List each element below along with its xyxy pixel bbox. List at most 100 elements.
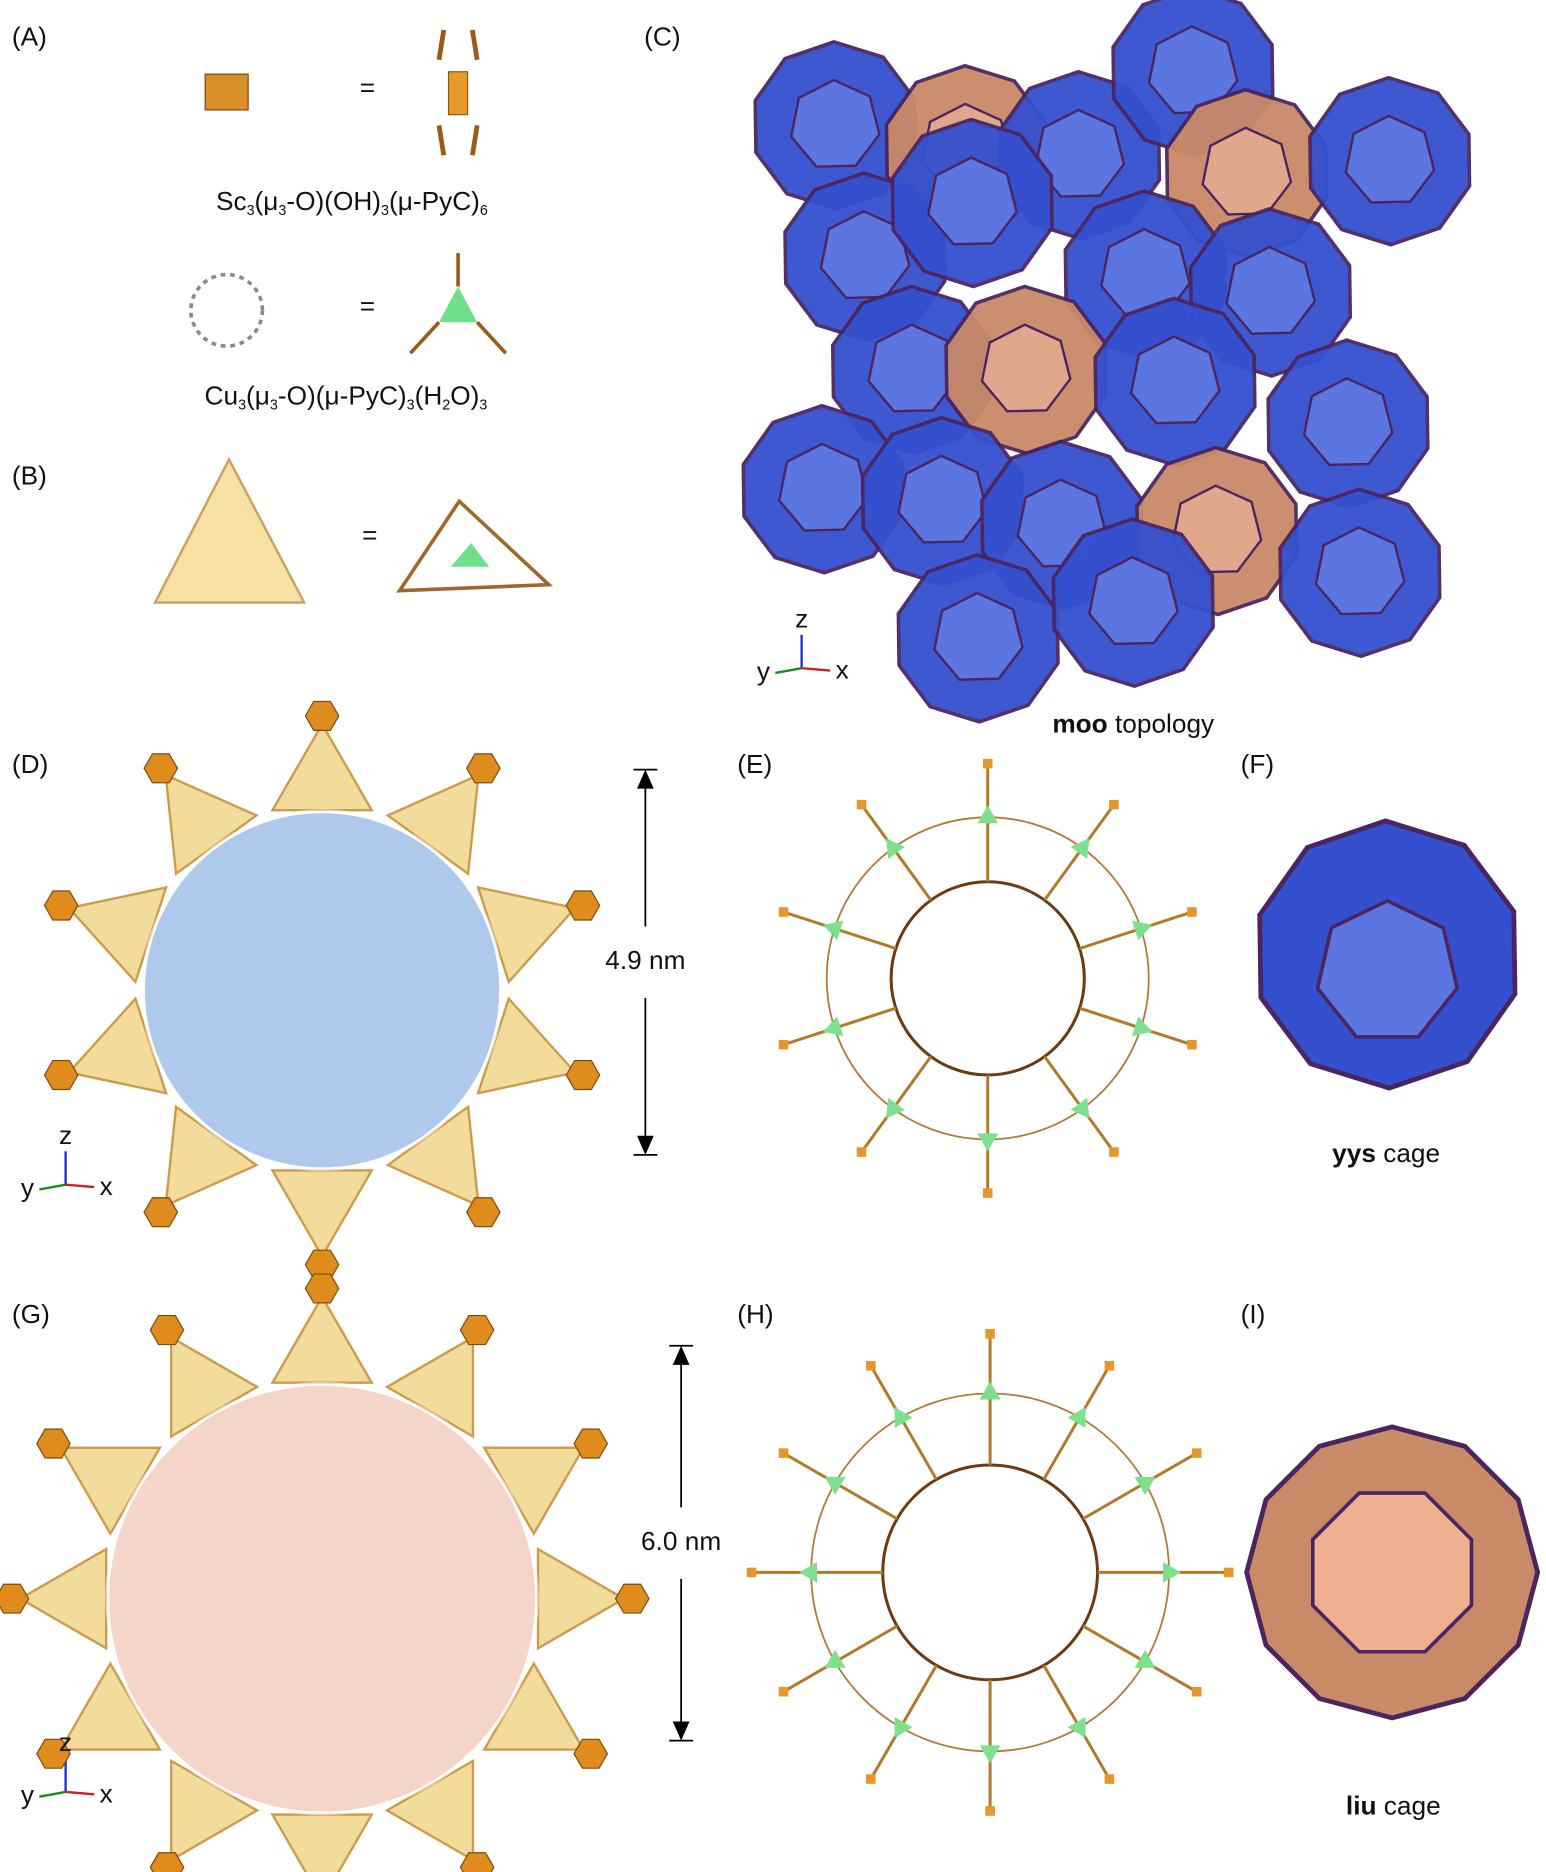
caption: yys cage (1332, 1138, 1440, 1168)
metal-cluster (304, 700, 340, 731)
node-rod (866, 1774, 876, 1784)
node-triangle (977, 805, 999, 824)
arrow-head (672, 1345, 690, 1365)
axis-x (65, 1183, 95, 1189)
caption: moo topology (1052, 708, 1215, 738)
node-rod (1104, 1774, 1115, 1784)
axis-label: z (59, 1120, 72, 1150)
node-rod (1187, 907, 1197, 917)
node-rod (1191, 1686, 1202, 1697)
formula-part: 3 (270, 397, 278, 413)
formula-part: -O)(μ-PyC) (278, 380, 407, 410)
node-rod (778, 907, 789, 917)
node-rod (1191, 1448, 1202, 1458)
panel-label: (F) (1241, 749, 1274, 779)
panel-label: (G) (12, 1299, 50, 1329)
node-rod (982, 758, 993, 769)
panel-label: (E) (737, 749, 772, 779)
panel-label: (B) (12, 460, 47, 490)
formula-part: 3 (407, 397, 415, 413)
axis-label: y (21, 1172, 35, 1202)
formula-part: (μ (246, 380, 270, 410)
metal-cluster (36, 1428, 71, 1459)
cage-face (932, 591, 1024, 681)
panel-label: (C) (644, 21, 680, 51)
tetrahedron (270, 721, 374, 812)
axis-label: y (757, 656, 771, 686)
caption-text: cage (1376, 1138, 1440, 1168)
net-ring (889, 880, 1086, 1077)
axis-label: x (100, 1778, 113, 1808)
node-arm (436, 29, 447, 61)
cage-face (1302, 376, 1394, 467)
formula-part: 3 (278, 203, 286, 219)
axis-label: y (21, 1780, 35, 1810)
metal-cluster (43, 1059, 79, 1091)
metal-cluster (36, 1738, 71, 1769)
caption-bold: moo (1052, 708, 1107, 738)
metal-cluster (565, 1059, 601, 1091)
formula-part: 2 (442, 397, 450, 413)
node-arm (475, 321, 508, 355)
axis-x (801, 667, 831, 672)
formula-part: (μ-PyC) (389, 186, 480, 216)
equals-sign: = (360, 73, 375, 103)
node-rod (778, 1448, 789, 1458)
node-triangle (1067, 1407, 1086, 1428)
pore-sphere (141, 809, 503, 1172)
node-triangle (450, 542, 490, 567)
formula-part: O) (450, 380, 479, 410)
metal-cluster (465, 753, 501, 784)
molecule (189, 272, 265, 348)
node-triangle (1132, 1016, 1153, 1037)
cage-face (927, 156, 1018, 246)
node-rod (1104, 1361, 1115, 1371)
node-rod (982, 1188, 993, 1198)
panel-label: (A) (12, 21, 47, 51)
dimension-label: 6.0 nm (641, 1526, 721, 1556)
metal-cluster (459, 1314, 495, 1346)
cage-face (897, 454, 989, 544)
formula: Sc3(μ3-O)(OH)3(μ-PyC)6 (216, 186, 488, 219)
tetrahedron (17, 1546, 108, 1651)
tetrahedron (270, 1813, 374, 1872)
node-triangle (894, 1716, 913, 1738)
metal-cluster (149, 1314, 185, 1346)
arrow-head (637, 769, 654, 789)
node-triangle (824, 1649, 846, 1668)
metal-cluster (565, 890, 601, 921)
node-rod (778, 1039, 789, 1050)
formula-part: 6 (480, 203, 488, 219)
panel-label: (I) (1241, 1299, 1266, 1329)
metal-cluster (304, 1273, 340, 1304)
node-arm (436, 125, 447, 156)
formula-part: 3 (238, 397, 246, 413)
cage-face (1088, 555, 1179, 646)
axis-y (39, 1183, 66, 1191)
cage-face (789, 78, 881, 168)
tetrahedron (270, 1169, 374, 1259)
dimension-label: 4.9 nm (605, 945, 685, 975)
cluster (204, 73, 249, 111)
arrow-head (672, 1721, 690, 1741)
node-triangle (1070, 838, 1090, 859)
formula-part: 3 (247, 203, 255, 219)
node-rod (985, 1329, 995, 1339)
node-arm (470, 125, 480, 156)
formula: Cu3(μ3-O)(μ-PyC)3(H2O)3 (205, 380, 488, 413)
labels: (A)(B)(C)(D) (E) (F)(G) (H) (I)===Sc3(μ3-O)(… (12, 21, 1441, 1820)
node-arm (409, 321, 441, 355)
node-arm (470, 29, 480, 61)
caption-text: topology (1108, 708, 1215, 738)
cage-face (1310, 1491, 1474, 1654)
axis-label: x (836, 655, 849, 685)
axis-x (65, 1790, 95, 1796)
axis-y (775, 667, 802, 675)
node-rod (866, 1361, 876, 1371)
cage-face (1314, 526, 1406, 616)
cage-face (980, 323, 1072, 413)
formula-part: -O)(OH) (286, 186, 381, 216)
net-ring (881, 1463, 1099, 1682)
